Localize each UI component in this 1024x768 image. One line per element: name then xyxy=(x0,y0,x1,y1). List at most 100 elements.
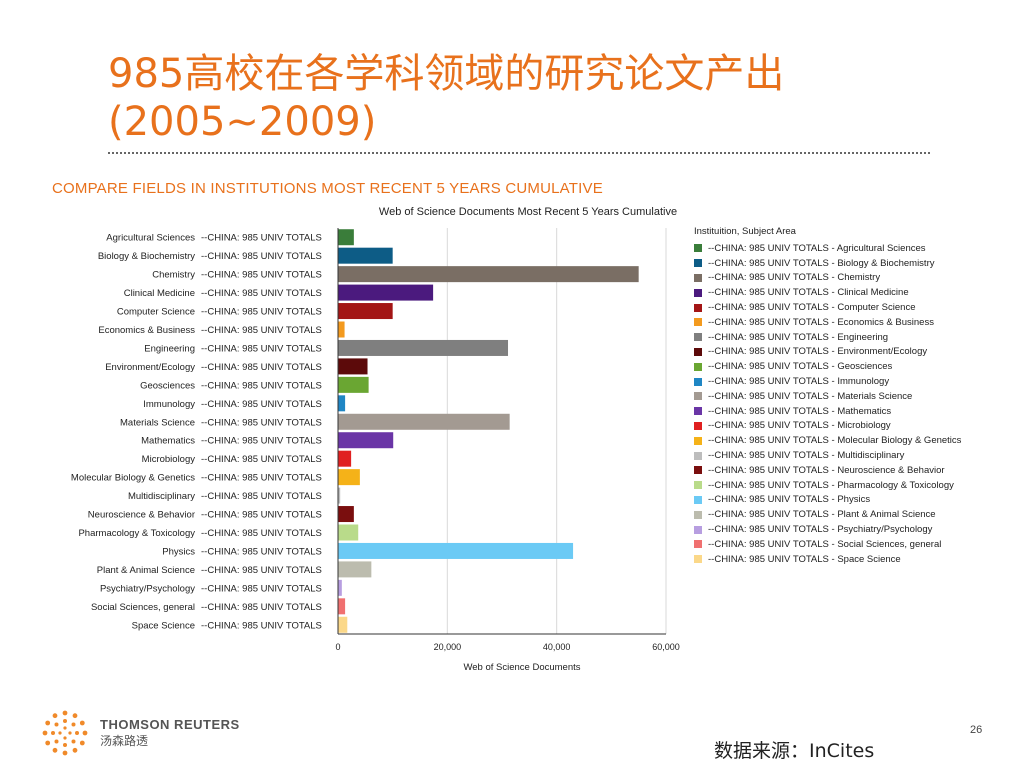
category-label: Geosciences xyxy=(140,380,195,391)
section-heading: COMPARE FIELDS IN INSTITUTIONS MOST RECE… xyxy=(52,180,603,197)
logo-text-zh: 汤森路透 xyxy=(100,734,149,748)
slide-title: 985高校在各学科领域的研究论文产出 (2005~2009) xyxy=(108,50,784,146)
data-source-note: 数据来源：InCites xyxy=(714,740,875,762)
bar xyxy=(338,450,352,467)
legend-item: --CHINA: 985 UNIV TOTALS - Immunology xyxy=(694,374,961,389)
legend-swatch xyxy=(694,555,702,564)
thomson-reuters-logo: THOMSON REUTERS 汤森路透 xyxy=(40,708,240,758)
institution-label: --CHINA: 985 UNIV TOTALS xyxy=(201,380,322,391)
bar xyxy=(338,358,368,375)
chart-legend: Instituition, Subject Area --CHINA: 985 … xyxy=(694,226,961,567)
category-label: Chemistry xyxy=(152,270,195,281)
x-tick-label: 0 xyxy=(335,642,340,652)
reuters-dots-icon xyxy=(42,710,88,756)
institution-label: --CHINA: 985 UNIV TOTALS xyxy=(201,565,322,576)
bar xyxy=(338,524,359,541)
legend-item: --CHINA: 985 UNIV TOTALS - Chemistry xyxy=(694,271,961,286)
legend-swatch xyxy=(694,451,702,460)
legend-label: --CHINA: 985 UNIV TOTALS - Social Scienc… xyxy=(708,538,942,550)
legend-swatch xyxy=(694,481,702,490)
legend-swatch xyxy=(694,525,702,534)
bar xyxy=(338,413,510,430)
legend-item: --CHINA: 985 UNIV TOTALS - Clinical Medi… xyxy=(694,285,961,300)
legend-label: --CHINA: 985 UNIV TOTALS - Materials Sci… xyxy=(708,390,913,402)
category-label: Psychiatry/Psychology xyxy=(100,583,195,594)
legend-item: --CHINA: 985 UNIV TOTALS - Social Scienc… xyxy=(694,537,961,552)
institution-label: --CHINA: 985 UNIV TOTALS xyxy=(201,251,322,262)
category-label: Molecular Biology & Genetics xyxy=(71,473,195,484)
legend-label: --CHINA: 985 UNIV TOTALS - Space Science xyxy=(708,553,901,565)
bar xyxy=(338,598,346,615)
legend-items: --CHINA: 985 UNIV TOTALS - Agricultural … xyxy=(694,241,961,567)
legend-label: --CHINA: 985 UNIV TOTALS - Plant & Anima… xyxy=(708,509,936,521)
legend-item: --CHINA: 985 UNIV TOTALS - Mathematics xyxy=(694,404,961,419)
bar xyxy=(338,579,342,596)
legend-item: --CHINA: 985 UNIV TOTALS - Neuroscience … xyxy=(694,463,961,478)
bar xyxy=(338,395,346,412)
legend-item: --CHINA: 985 UNIV TOTALS - Environment/E… xyxy=(694,345,961,360)
legend-label: --CHINA: 985 UNIV TOTALS - Chemistry xyxy=(708,272,881,284)
legend-label: --CHINA: 985 UNIV TOTALS - Biology & Bio… xyxy=(708,257,935,269)
legend-swatch xyxy=(694,259,702,268)
institution-label: --CHINA: 985 UNIV TOTALS xyxy=(201,491,322,502)
category-label: Economics & Business xyxy=(98,325,195,336)
institution-label: --CHINA: 985 UNIV TOTALS xyxy=(201,620,322,631)
bar xyxy=(338,506,354,523)
category-label: Mathematics xyxy=(141,436,195,447)
legend-item: --CHINA: 985 UNIV TOTALS - Materials Sci… xyxy=(694,389,961,404)
legend-swatch xyxy=(694,540,702,549)
legend-swatch xyxy=(694,407,702,416)
legend-swatch xyxy=(694,392,702,401)
bar xyxy=(338,487,341,504)
legend-item: --CHINA: 985 UNIV TOTALS - Psychiatry/Ps… xyxy=(694,522,961,537)
legend-swatch xyxy=(694,273,702,282)
legend-label: --CHINA: 985 UNIV TOTALS - Clinical Medi… xyxy=(708,287,909,299)
legend-item: --CHINA: 985 UNIV TOTALS - Microbiology xyxy=(694,419,961,434)
legend-item: --CHINA: 985 UNIV TOTALS - Multidiscipli… xyxy=(694,448,961,463)
legend-swatch xyxy=(694,466,702,475)
bar xyxy=(338,469,360,486)
category-label: Multidisciplinary xyxy=(128,491,195,502)
legend-item: --CHINA: 985 UNIV TOTALS - Economics & B… xyxy=(694,315,961,330)
logo-text-en: THOMSON REUTERS xyxy=(100,717,240,732)
legend-item: --CHINA: 985 UNIV TOTALS - Molecular Bio… xyxy=(694,433,961,448)
institution-label: --CHINA: 985 UNIV TOTALS xyxy=(201,528,322,539)
category-label: Agricultural Sciences xyxy=(106,233,195,244)
legend-item: --CHINA: 985 UNIV TOTALS - Engineering xyxy=(694,330,961,345)
institution-label: --CHINA: 985 UNIV TOTALS xyxy=(201,546,322,557)
legend-swatch xyxy=(694,510,702,519)
legend-label: --CHINA: 985 UNIV TOTALS - Environment/E… xyxy=(708,346,928,358)
institution-label: --CHINA: 985 UNIV TOTALS xyxy=(201,399,322,410)
bar xyxy=(338,339,509,356)
institution-label: --CHINA: 985 UNIV TOTALS xyxy=(201,307,322,318)
bar xyxy=(338,303,393,320)
legend-swatch xyxy=(694,362,702,371)
legend-label: --CHINA: 985 UNIV TOTALS - Economics & B… xyxy=(708,316,934,328)
x-tick-label: 60,000 xyxy=(652,642,680,652)
legend-label: --CHINA: 985 UNIV TOTALS - Physics xyxy=(708,494,871,506)
legend-label: --CHINA: 985 UNIV TOTALS - Neuroscience … xyxy=(708,464,945,476)
legend-swatch xyxy=(694,421,702,430)
bar xyxy=(338,561,372,578)
page-number: 26 xyxy=(970,724,983,736)
legend-item: --CHINA: 985 UNIV TOTALS - Computer Scie… xyxy=(694,300,961,315)
category-label: Plant & Animal Science xyxy=(97,565,195,576)
category-label: Neuroscience & Behavior xyxy=(88,510,195,521)
legend-title: Instituition, Subject Area xyxy=(694,226,796,237)
bar xyxy=(338,229,354,246)
bar xyxy=(338,321,345,338)
category-label: Clinical Medicine xyxy=(124,288,195,299)
legend-label: --CHINA: 985 UNIV TOTALS - Pharmacology … xyxy=(708,479,954,491)
bar xyxy=(338,616,348,633)
legend-label: --CHINA: 985 UNIV TOTALS - Geosciences xyxy=(708,361,893,373)
institution-label: --CHINA: 985 UNIV TOTALS xyxy=(201,417,322,428)
category-label: Pharmacology & Toxicology xyxy=(78,528,195,539)
category-label: Space Science xyxy=(132,620,195,631)
institution-label: --CHINA: 985 UNIV TOTALS xyxy=(201,270,322,281)
legend-swatch xyxy=(694,303,702,312)
legend-swatch xyxy=(694,347,702,356)
legend-label: --CHINA: 985 UNIV TOTALS - Computer Scie… xyxy=(708,302,916,314)
institution-label: --CHINA: 985 UNIV TOTALS xyxy=(201,436,322,447)
bar xyxy=(338,266,639,283)
legend-swatch xyxy=(694,436,702,445)
